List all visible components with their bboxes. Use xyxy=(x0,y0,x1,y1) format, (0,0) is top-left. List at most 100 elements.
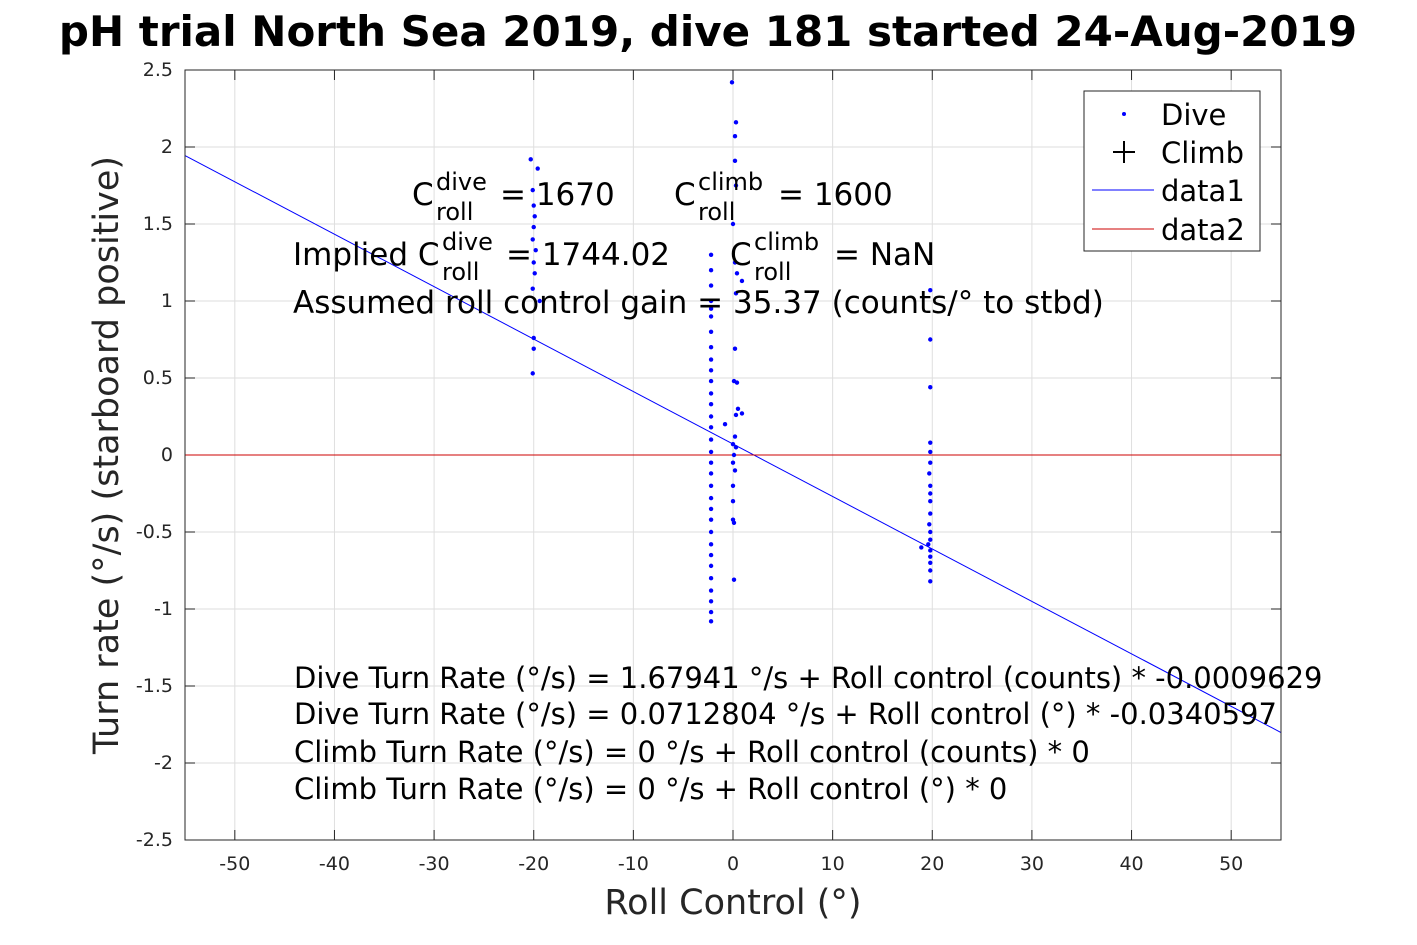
dive-point xyxy=(732,468,738,473)
dive-point xyxy=(735,406,741,411)
c-climb-sub: roll xyxy=(698,198,735,226)
dive-point xyxy=(708,529,714,535)
y-tick-label: 0.5 xyxy=(143,367,173,389)
dive-point xyxy=(734,380,740,385)
dive-point xyxy=(732,260,738,265)
dive-point xyxy=(708,563,714,569)
dive-point xyxy=(708,449,714,455)
dive-point xyxy=(928,560,933,565)
dive-point xyxy=(708,401,714,407)
annotation-c-climb: C climb roll = 1600 xyxy=(674,168,893,226)
dive-point xyxy=(928,568,933,573)
dive-point xyxy=(708,495,714,501)
c-dive-sup: dive xyxy=(436,168,487,196)
dive-point xyxy=(708,609,714,615)
dive-point xyxy=(928,548,933,553)
dive-point xyxy=(708,460,714,465)
y-tick-label: -1 xyxy=(154,598,173,620)
dive-points-layer xyxy=(528,80,933,624)
dive-point xyxy=(531,346,536,351)
dive-point xyxy=(708,599,714,604)
x-tick-label: 20 xyxy=(920,853,944,875)
dive-point xyxy=(722,422,728,427)
dive-point xyxy=(708,517,714,522)
dive-point xyxy=(531,335,536,341)
dive-point xyxy=(530,187,535,193)
implied-climb-sub: roll xyxy=(754,258,791,286)
dive-point xyxy=(730,460,736,465)
x-tick-label: 50 xyxy=(1219,853,1243,875)
implied-climb-sup: climb xyxy=(754,228,819,256)
y-tick-label: 1.5 xyxy=(143,213,173,235)
dive-point xyxy=(708,576,714,581)
x-tick-label: 10 xyxy=(821,853,845,875)
dive-point xyxy=(928,499,933,504)
x-ticks: -50 -40 -30 -20 -10 0 10 20 30 40 50 xyxy=(219,70,1243,875)
x-tick-label: 40 xyxy=(1119,853,1143,875)
y-tick-label: -1.5 xyxy=(136,675,173,697)
dive-point xyxy=(730,221,736,227)
dive-point xyxy=(927,471,932,476)
legend-climb-marker xyxy=(1113,141,1135,163)
dive-point xyxy=(708,314,714,319)
dive-point xyxy=(530,286,535,291)
dive-point xyxy=(531,224,536,230)
dive-point xyxy=(730,499,736,504)
legend-climb-label: Climb xyxy=(1161,136,1244,170)
annotation-implied-climb: C climb roll = NaN xyxy=(730,228,935,286)
dive-point xyxy=(528,157,533,162)
legend-data2-label: data2 xyxy=(1161,213,1245,247)
dive-point xyxy=(708,437,714,442)
y-tick-label: -2.5 xyxy=(136,829,173,851)
dive-point xyxy=(708,483,714,488)
dive-point xyxy=(928,483,933,488)
dive-point xyxy=(919,545,924,550)
plot-border xyxy=(184,69,1282,841)
dive-point xyxy=(535,166,540,171)
dive-point xyxy=(926,542,931,547)
dive-point xyxy=(928,491,933,496)
dive-point xyxy=(928,579,933,584)
c-dive-sub: roll xyxy=(436,198,473,226)
dive-point xyxy=(532,214,537,219)
x-axis-label: Roll Control (°) xyxy=(604,883,861,923)
dive-point xyxy=(730,442,736,447)
dive-point xyxy=(733,412,739,418)
dive-point xyxy=(732,158,738,164)
dive-point xyxy=(928,537,933,542)
dive-point xyxy=(928,440,933,445)
chart-title: pH trial North Sea 2019, dive 181 starte… xyxy=(59,7,1357,56)
dive-point xyxy=(708,283,714,288)
dive-point xyxy=(928,529,933,535)
fit-equations: Dive Turn Rate (°/s) = 1.67941 °/s + Rol… xyxy=(294,661,1322,806)
dive-point xyxy=(530,237,535,242)
dive-point xyxy=(734,271,740,276)
dive-point xyxy=(731,452,737,458)
dive-point xyxy=(928,511,933,516)
dive-point xyxy=(928,449,933,455)
x-tick-label: 0 xyxy=(727,853,739,875)
fit-equation: Climb Turn Rate (°/s) = 0 °/s + Roll con… xyxy=(294,735,1090,769)
implied-dive-sub: roll xyxy=(442,258,479,286)
y-tick-label: -2 xyxy=(154,752,173,774)
implied-climb-base: C xyxy=(730,237,752,273)
y-tick-label: -0.5 xyxy=(136,521,173,543)
c-dive-value: = 1670 xyxy=(500,177,615,213)
dive-point xyxy=(733,183,739,188)
implied-dive-value: = 1744.02 xyxy=(506,237,670,273)
dive-point xyxy=(708,298,714,304)
legend-box xyxy=(1083,90,1261,252)
dive-point xyxy=(730,483,736,488)
legend-dive-marker xyxy=(1122,112,1126,116)
annotation-c-dive: C dive roll = 1670 xyxy=(412,168,615,226)
dive-point xyxy=(928,385,933,390)
dive-point xyxy=(533,247,538,253)
dive-point xyxy=(732,134,738,139)
dive-point xyxy=(708,471,714,476)
dive-point xyxy=(708,368,714,373)
fit-equation: Dive Turn Rate (°/s) = 0.0712804 °/s + R… xyxy=(294,697,1277,731)
y-axis-label: Turn rate (°/s) (starboard positive) xyxy=(87,156,127,755)
dive-point xyxy=(739,411,745,416)
dive-point xyxy=(708,542,714,547)
